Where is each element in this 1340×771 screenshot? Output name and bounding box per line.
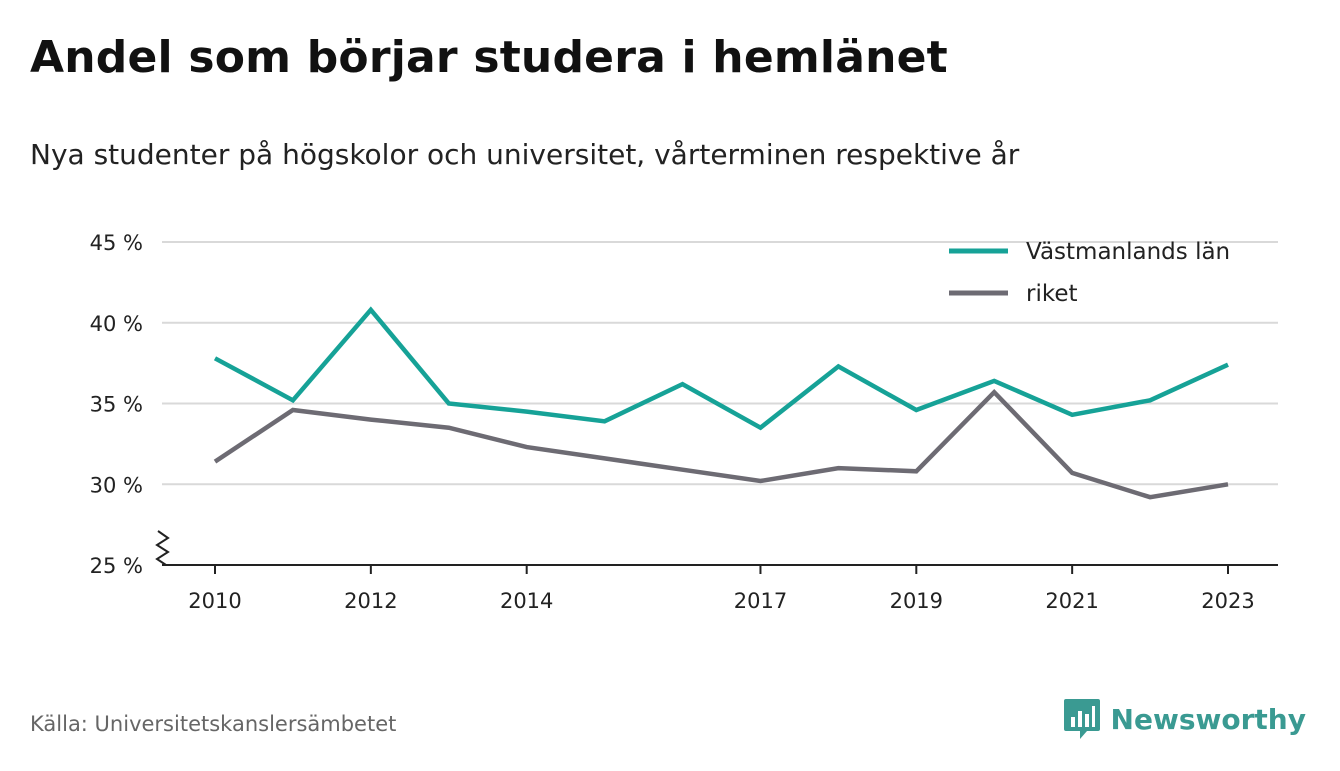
brand-logo[interactable]: Newsworthy [1063, 697, 1306, 741]
series-line-1 [213, 306, 1229, 431]
x-tick-label: 2023 [1201, 589, 1254, 613]
y-tick-label: 40 % [90, 312, 143, 336]
x-tick-label: 2010 [188, 589, 241, 613]
brand-name: Newsworthy [1110, 702, 1306, 736]
x-tick-label: 2017 [734, 589, 787, 613]
y-tick-label: 45 % [90, 231, 143, 255]
x-tick-label: 2021 [1045, 589, 1098, 613]
chart-subtitle: Nya studenter på högskolor och universit… [30, 138, 1020, 171]
y-tick-label: 30 % [90, 473, 143, 497]
x-tick-label: 2012 [344, 589, 397, 613]
axis-break-icon [155, 530, 170, 566]
grid-lines [155, 241, 1278, 566]
x-axis-ticks: 2010 2012 2014 2017 2019 2021 2023 [188, 565, 1255, 613]
y-tick-label: 35 % [90, 393, 143, 417]
legend: Västmanlands län riket [949, 239, 1230, 307]
series-line-2 [213, 388, 1229, 500]
x-tick-label: 2014 [500, 589, 553, 613]
bar-chart-speech-bubble-icon [1063, 699, 1100, 739]
x-tick-label: 2019 [890, 589, 943, 613]
y-tick-label: 25 % [90, 554, 143, 578]
legend-label: Västmanlands län [1026, 239, 1230, 265]
series-lines [213, 306, 1229, 500]
chart-title: Andel som börjar studera i hemlänet [30, 32, 948, 83]
source-note: Källa: Universitetskanslersämbetet [30, 712, 397, 736]
y-axis-ticks: 25 % 30 % 35 % 40 % 45 % [90, 231, 143, 578]
legend-label: riket [1026, 281, 1078, 307]
